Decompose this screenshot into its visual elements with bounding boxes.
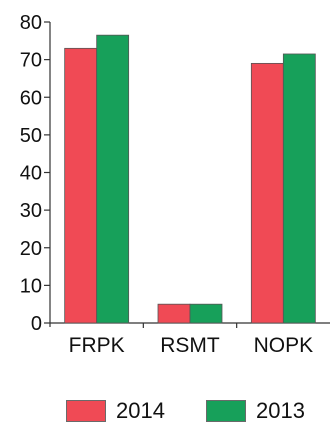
legend-swatch-series-2 xyxy=(206,400,246,422)
y-tick-label: 40 xyxy=(20,163,42,185)
y-tick-label: 10 xyxy=(20,275,42,297)
legend-label-series-2: 2013 xyxy=(256,398,305,423)
bar-nopk-2014 xyxy=(250,62,284,324)
y-tick-label: 30 xyxy=(20,200,42,222)
bar-frpk-2014 xyxy=(64,47,98,324)
legend-swatch-series-1 xyxy=(66,400,106,422)
x-tick-label-rsmt: RSMT xyxy=(160,334,220,357)
bar-nopk-2013 xyxy=(282,53,316,324)
y-tick-label: 50 xyxy=(20,125,42,147)
bar-frpk-2013 xyxy=(96,34,130,324)
y-axis-ticks: 0 10 20 30 40 50 60 70 80 xyxy=(20,12,50,335)
y-tick-label: 60 xyxy=(20,87,42,109)
chart-bars xyxy=(64,34,316,324)
chart-legend: 2014 2013 xyxy=(0,398,333,424)
legend-label-series-1: 2014 xyxy=(116,398,165,423)
bar-rsmt-2013 xyxy=(189,303,223,324)
x-tick-label-frpk: FRPK xyxy=(69,334,125,357)
legend-item-series-1: 2014 xyxy=(66,398,165,424)
y-tick-label: 0 xyxy=(31,313,42,335)
x-tick-label-nopk: NOPK xyxy=(254,334,314,357)
legend-item-series-2: 2013 xyxy=(206,398,305,424)
x-axis-labels: FRPK RSMT NOPK xyxy=(69,334,313,357)
y-tick-label: 80 xyxy=(20,12,42,34)
y-tick-label: 70 xyxy=(20,50,42,72)
y-tick-label: 20 xyxy=(20,238,42,260)
bar-rsmt-2014 xyxy=(157,303,191,324)
